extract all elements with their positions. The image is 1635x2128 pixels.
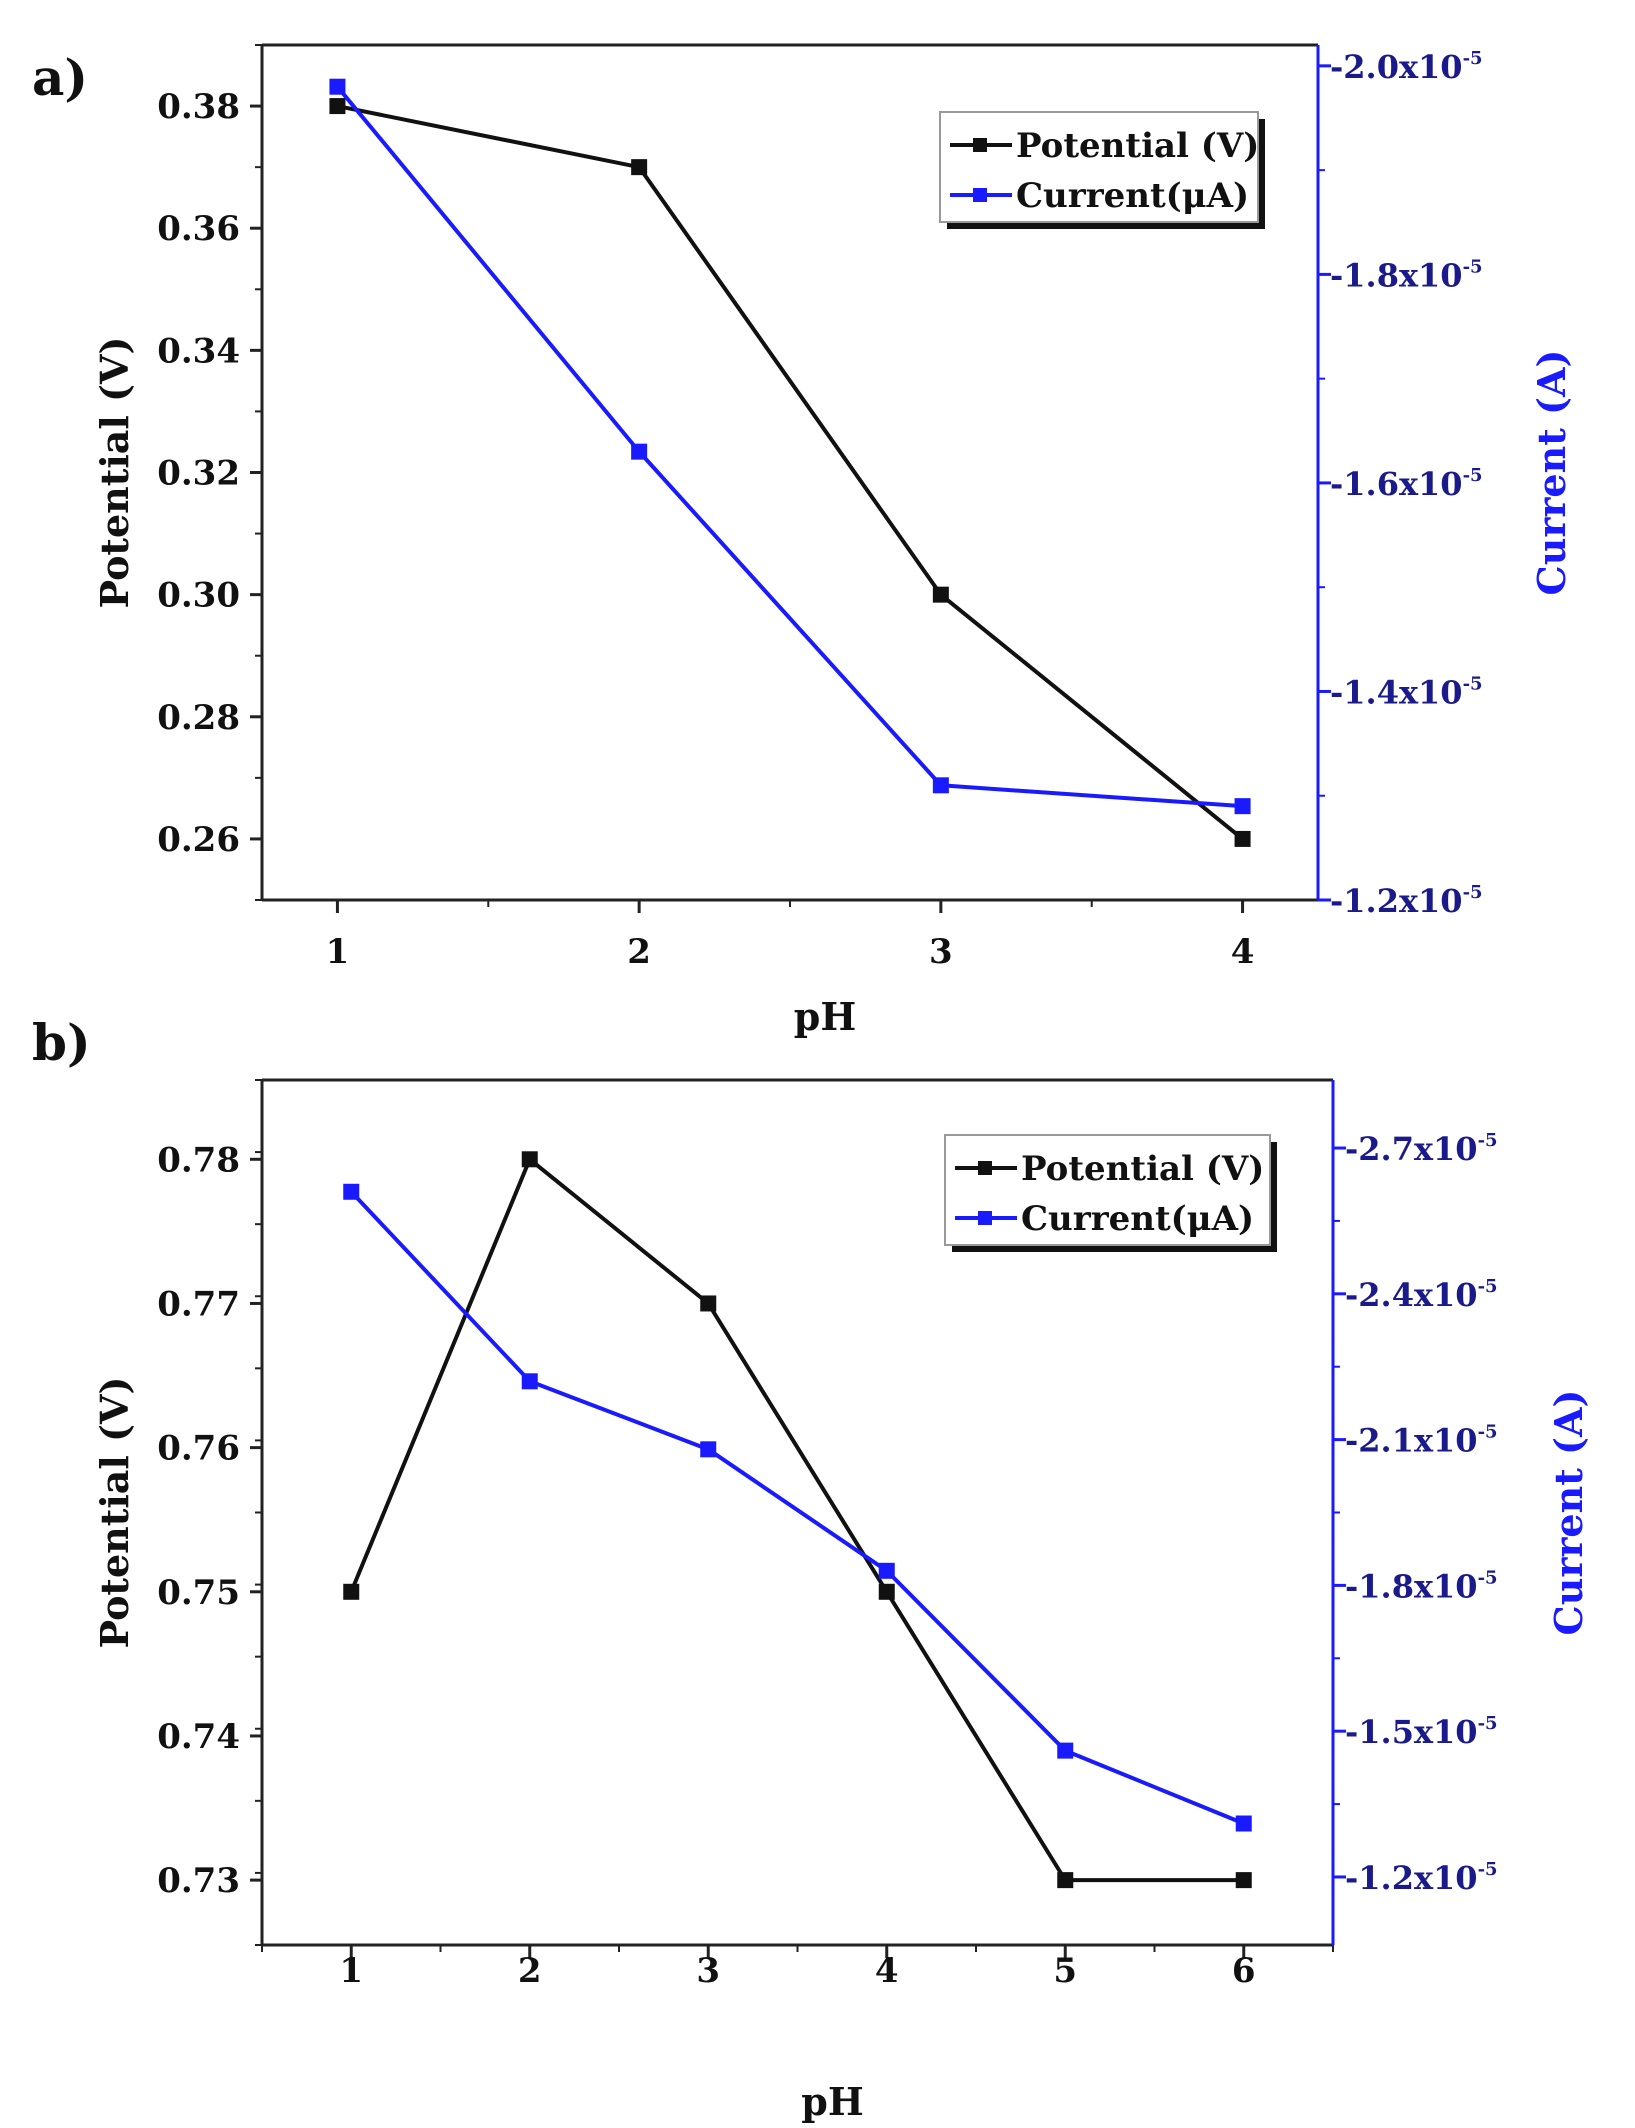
legend-label: Potential (V): [1021, 1149, 1264, 1189]
y-tick-label: 0.28: [157, 698, 240, 738]
potential-point: [932, 586, 949, 603]
y-tick-label: 0.73: [157, 1861, 240, 1901]
potential-point: [343, 1583, 360, 1600]
y-tick-label: 0.77: [157, 1284, 240, 1324]
current-point: [1057, 1742, 1074, 1759]
current-point: [1235, 1815, 1252, 1832]
y-axis-label: Potential (V): [92, 337, 137, 609]
y2-tick-label: -1.5x10-5: [1345, 1713, 1498, 1751]
legend-label: Current(μA): [1021, 1199, 1254, 1239]
y2-tick-label: -1.8x10-5: [1330, 256, 1483, 294]
potential-line: [349, 1157, 1244, 1883]
y-tick-label: 0.76: [157, 1429, 240, 1469]
current-point: [700, 1441, 717, 1458]
y-tick-label: 0.32: [157, 454, 240, 494]
y2-tick-label: -2.4x10-5: [1345, 1276, 1498, 1314]
current-line: [349, 1190, 1245, 1826]
current-point: [631, 443, 648, 460]
legend-swatch-marker: [978, 1161, 992, 1175]
potential-point: [631, 159, 648, 176]
legend-box: [944, 1134, 1271, 1246]
y2-tick-label: -2.0x10-5: [1330, 48, 1483, 86]
x-tick-label: 1: [339, 1951, 363, 1991]
current-point: [878, 1562, 895, 1579]
panel-b: b) 0.73 0.74 0.75 0.76 0.77 0.78 -1.2x10-5 -1.5x…: [32, 1013, 1591, 2124]
y2-tick-label: -1.2x10-5: [1330, 882, 1483, 920]
y2-tick-label: -2.7x10-5: [1345, 1130, 1498, 1168]
y2-axis-label: Current (A): [1529, 350, 1574, 596]
y-tick-label: 0.74: [157, 1717, 240, 1757]
potential-point: [1235, 1872, 1252, 1889]
x-tick-label: 3: [929, 932, 953, 972]
y2-tick-label: -1.8x10-5: [1345, 1567, 1498, 1605]
y2-tick-label: -1.2x10-5: [1345, 1859, 1498, 1897]
legend-label: Potential (V): [1016, 126, 1259, 166]
current-line: [335, 85, 1243, 809]
potential-point: [1057, 1872, 1074, 1889]
x-tick-label: 2: [518, 1951, 542, 1991]
x-tick-label: 1: [326, 932, 350, 972]
x-tick-label: 2: [627, 932, 651, 972]
current-point: [932, 777, 949, 794]
potential-point: [700, 1295, 717, 1312]
x-tick-label: 4: [1231, 932, 1255, 972]
legend-label: Current(μA): [1016, 176, 1249, 216]
legend-box: [939, 111, 1259, 223]
y-tick-label: 0.34: [157, 331, 240, 371]
panel-label: b): [32, 1013, 91, 1072]
x-axis-label: pH: [801, 2079, 863, 2124]
current-point: [1234, 798, 1251, 815]
potential-point: [878, 1583, 895, 1600]
x-tick-label: 5: [1053, 1951, 1077, 1991]
y-tick-label: 0.36: [157, 209, 240, 249]
potential-point: [1234, 830, 1251, 847]
y2-tick-label: -2.1x10-5: [1345, 1422, 1498, 1460]
x-axis-label: pH: [794, 994, 856, 1039]
legend-swatch-marker: [973, 138, 987, 152]
current-point: [521, 1373, 538, 1390]
y-tick-label: 0.30: [157, 576, 240, 616]
y-tick-label: 0.75: [157, 1573, 240, 1613]
legend-swatch-marker: [978, 1211, 992, 1225]
y2-tick-label: -1.6x10-5: [1330, 465, 1483, 503]
y2-tick-label: -1.4x10-5: [1330, 673, 1483, 711]
y-tick-label: 0.26: [157, 820, 240, 860]
y-axis-label: Potential (V): [92, 1377, 137, 1649]
legend-swatch-marker: [973, 188, 987, 202]
current-point: [343, 1183, 360, 1200]
potential-line: [337, 104, 1244, 841]
potential-point: [521, 1151, 538, 1168]
panel-a: a) 0.26 0.28 0.30 0.32 0.34 0.36 0.38 -1.2x10-5 -…: [32, 43, 1574, 1039]
current-point: [329, 78, 346, 95]
x-tick-label: 3: [696, 1951, 720, 1991]
x-tick-label: 4: [875, 1951, 899, 1991]
y-tick-label: 0.78: [157, 1140, 240, 1180]
y-tick-label: 0.38: [157, 87, 240, 127]
potential-point: [329, 98, 346, 115]
panel-label: a): [32, 48, 88, 107]
y2-axis-label: Current (A): [1546, 1390, 1591, 1636]
x-tick-label: 6: [1232, 1951, 1256, 1991]
